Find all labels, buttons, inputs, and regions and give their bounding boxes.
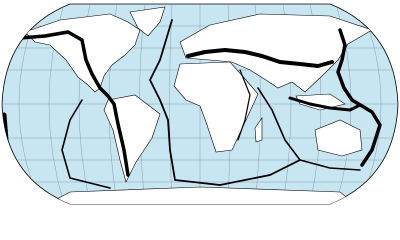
indian-ocean-ridge [257, 87, 361, 171]
eurasia [179, 13, 373, 93]
mid-atlantic-ridge [149, 19, 301, 186]
sunda-belt [288, 96, 362, 112]
greenland [129, 6, 166, 37]
madagascar [254, 117, 263, 143]
map-content [2, 4, 398, 204]
alpide-belt [186, 48, 334, 68]
east-pacific-rise [61, 99, 111, 189]
australia [314, 119, 363, 157]
rift-valley [237, 69, 251, 141]
tonga-belt [2, 112, 9, 143]
americas-pacific-belt [18, 30, 130, 177]
seismic-belts [2, 19, 382, 189]
page [1, 3, 399, 205]
world-map [1, 3, 399, 205]
antarctica [39, 186, 361, 204]
western-pacific-belt [336, 28, 382, 167]
